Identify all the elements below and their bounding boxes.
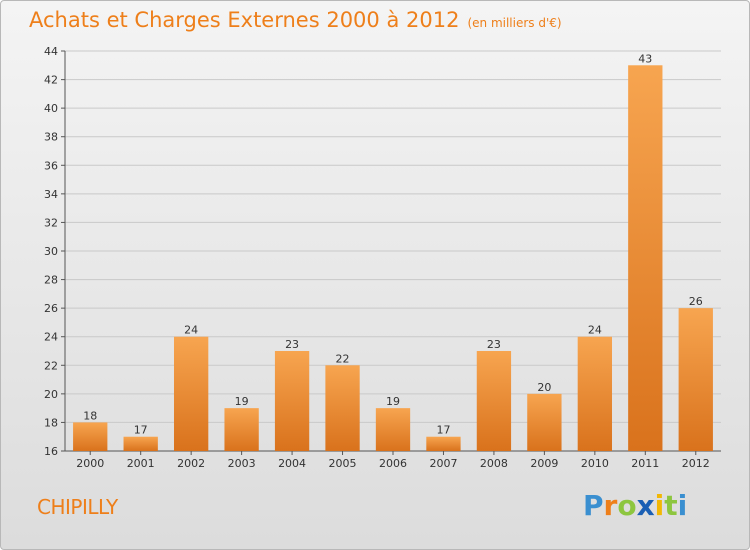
bar bbox=[173, 336, 209, 451]
y-tick-label: 18 bbox=[44, 416, 58, 429]
data-label: 17 bbox=[436, 424, 450, 437]
bar bbox=[224, 408, 259, 451]
x-tick-label: 2000 bbox=[76, 457, 104, 470]
x-tick-label: 2005 bbox=[329, 457, 357, 470]
y-tick-label: 32 bbox=[44, 216, 58, 229]
commune-name: CHIPILLY bbox=[37, 495, 118, 519]
x-tick-label: 2011 bbox=[631, 457, 659, 470]
y-tick-label: 20 bbox=[44, 388, 58, 401]
y-tick-label: 38 bbox=[44, 131, 58, 144]
title-block: Achats et Charges Externes 2000 à 2012 (e… bbox=[29, 8, 562, 32]
x-tick-label: 2003 bbox=[228, 457, 256, 470]
chart-title: Achats et Charges Externes 2000 à 2012 bbox=[29, 8, 460, 32]
data-label: 17 bbox=[134, 424, 148, 437]
y-tick-label: 26 bbox=[44, 302, 58, 315]
x-tick-label: 2009 bbox=[530, 457, 558, 470]
grid-lines bbox=[65, 50, 721, 452]
chart-subtitle: (en milliers d'€) bbox=[467, 16, 562, 30]
x-tick-label: 2012 bbox=[682, 457, 710, 470]
bar bbox=[527, 393, 562, 451]
logo-letter: r bbox=[603, 489, 618, 522]
x-tick-label: 2002 bbox=[177, 457, 205, 470]
logo-letter: i bbox=[677, 489, 688, 522]
bar bbox=[274, 351, 310, 451]
proxiti-logo: Proxiti bbox=[583, 489, 687, 522]
logo-letter: t bbox=[664, 489, 678, 522]
y-tick-label: 44 bbox=[44, 45, 58, 58]
data-label: 23 bbox=[487, 338, 501, 351]
y-tick-label: 30 bbox=[44, 245, 58, 258]
y-tick-label: 42 bbox=[44, 74, 58, 87]
data-label: 24 bbox=[184, 324, 198, 337]
bar bbox=[375, 408, 411, 451]
bar bbox=[123, 436, 158, 451]
x-tick-label: 2004 bbox=[278, 457, 306, 470]
y-tick-label: 40 bbox=[44, 102, 58, 115]
x-tick-label: 2006 bbox=[379, 457, 407, 470]
bar bbox=[628, 65, 663, 452]
data-label: 26 bbox=[689, 295, 703, 308]
bar bbox=[73, 422, 108, 451]
x-tick-labels: 2000 2001 2002 2003 2004 2005 2006 2007 2008 2009… bbox=[76, 457, 710, 470]
x-tick-label: 2008 bbox=[480, 457, 508, 470]
logo-letter: x bbox=[636, 489, 655, 522]
bar bbox=[577, 336, 613, 451]
logo-letter: P bbox=[583, 489, 604, 522]
bar bbox=[325, 365, 360, 451]
bar bbox=[678, 308, 713, 451]
data-label: 20 bbox=[537, 381, 551, 394]
data-label: 19 bbox=[386, 395, 400, 408]
x-tick-label: 2001 bbox=[127, 457, 155, 470]
bar bbox=[426, 436, 461, 451]
data-label: 18 bbox=[83, 409, 97, 422]
x-tick-label: 2010 bbox=[581, 457, 609, 470]
data-labels: 18 17 24 19 23 22 19 17 23 20 24 43 26 bbox=[83, 52, 703, 436]
y-tick-label: 34 bbox=[44, 188, 58, 201]
bar bbox=[476, 351, 512, 451]
data-label: 23 bbox=[285, 338, 299, 351]
x-tick-label: 2007 bbox=[429, 457, 457, 470]
data-label: 24 bbox=[588, 324, 602, 337]
y-tick-labels: 16 18 20 22 24 26 28 30 32 34 36 38 40 42 44 bbox=[44, 45, 58, 458]
y-tick-label: 24 bbox=[44, 331, 58, 344]
data-label: 19 bbox=[235, 395, 249, 408]
logo-letter: o bbox=[617, 489, 637, 522]
y-tick-label: 22 bbox=[44, 359, 58, 372]
logo-letter: i bbox=[654, 489, 665, 522]
bars bbox=[73, 65, 713, 452]
y-tick-label: 28 bbox=[44, 274, 58, 287]
y-tick-label: 16 bbox=[44, 445, 58, 458]
y-tick-label: 36 bbox=[44, 159, 58, 172]
data-label: 43 bbox=[638, 52, 652, 65]
data-label: 22 bbox=[336, 352, 350, 365]
